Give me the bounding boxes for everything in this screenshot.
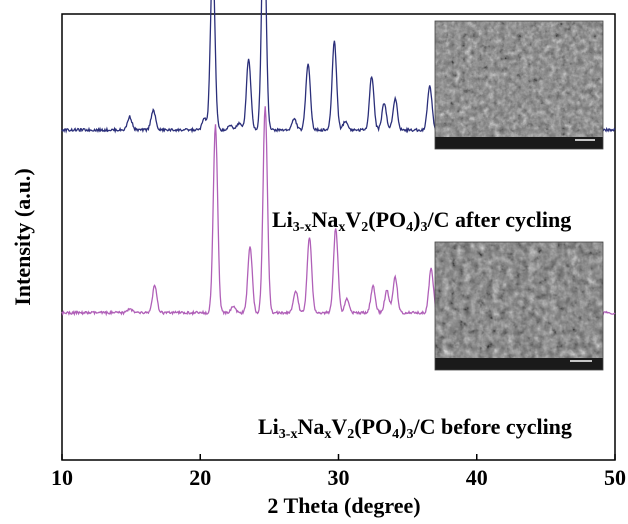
- label-subscript: 3: [420, 220, 427, 235]
- label-subscript: x: [324, 427, 331, 442]
- label-text: ): [399, 414, 406, 439]
- label-text: (PO: [368, 207, 406, 232]
- x-tick-label: 50: [604, 465, 626, 490]
- label-subscript: 2: [361, 220, 368, 235]
- x-tick-label: 10: [51, 465, 73, 490]
- label-subscript: x: [338, 220, 345, 235]
- label-subscript: 2: [347, 427, 354, 442]
- label-subscript: 3-x: [293, 220, 312, 235]
- label-subscript: 4: [392, 427, 399, 442]
- label-subscript: 3: [406, 427, 413, 442]
- series-label-after-cycling: Li3-xNaxV2(PO4)3/C after cycling: [272, 207, 571, 235]
- label-text: /C after cycling: [426, 207, 571, 232]
- label-text: (PO: [354, 414, 392, 439]
- label-text: /C before cycling: [412, 414, 571, 439]
- x-axis-ticks: 10 20 30 40 50: [51, 454, 626, 490]
- x-tick-label: 30: [328, 465, 350, 490]
- label-subscript: 3-x: [279, 427, 298, 442]
- series-label-before-cycling: Li3-xNaxV2(PO4)3/C before cycling: [258, 414, 572, 442]
- label-text: V: [331, 414, 347, 439]
- label-text: ): [413, 207, 420, 232]
- label-subscript: 4: [406, 220, 413, 235]
- label-text: Li: [272, 207, 293, 232]
- label-text: V: [345, 207, 361, 232]
- x-tick-label: 20: [189, 465, 211, 490]
- sem-inset-before: [434, 241, 604, 371]
- y-axis-title: Intensity (a.u.): [10, 168, 35, 306]
- label-text: Na: [311, 207, 338, 232]
- label-text: Na: [297, 414, 324, 439]
- sem-inset-after: [434, 20, 604, 150]
- label-text: Li: [258, 414, 279, 439]
- x-tick-label: 40: [466, 465, 488, 490]
- x-axis-title: 2 Theta (degree): [267, 493, 420, 518]
